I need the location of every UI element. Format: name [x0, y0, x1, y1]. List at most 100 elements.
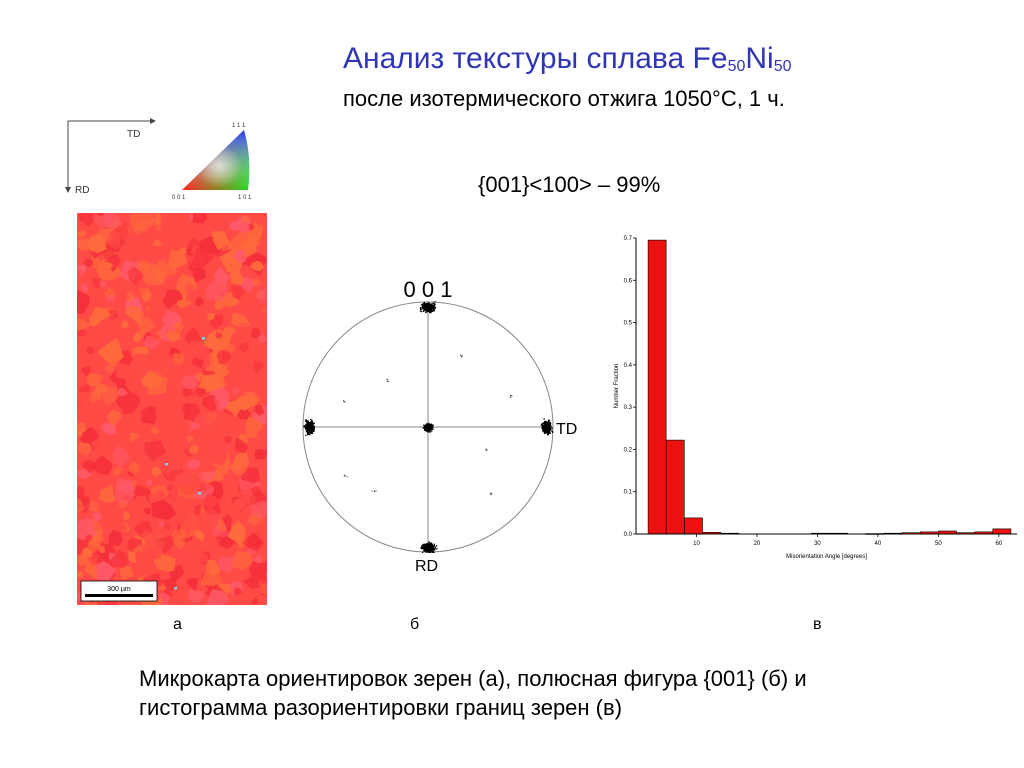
- grain: [116, 387, 128, 396]
- grain: [77, 486, 85, 495]
- grain: [254, 448, 267, 460]
- grain: [205, 277, 227, 302]
- pole-point: [545, 420, 547, 423]
- grain: [231, 387, 240, 396]
- pole-point: [425, 426, 428, 428]
- pole-point: [308, 426, 310, 428]
- grain: [156, 457, 177, 476]
- grain: [180, 225, 192, 239]
- pole-point: [310, 419, 312, 421]
- pole-point: [432, 310, 434, 312]
- pole-point: [426, 302, 428, 305]
- pole-point: [421, 308, 423, 310]
- pole-point: [547, 432, 550, 434]
- pole-point: [427, 306, 429, 309]
- pole-point: [312, 430, 314, 432]
- pole-point: [311, 429, 313, 432]
- grain: [82, 547, 93, 559]
- grain: [149, 332, 161, 342]
- grain: [77, 498, 85, 515]
- pole-point: [309, 426, 311, 429]
- grain: [199, 535, 221, 554]
- pole-point: [421, 546, 423, 548]
- grain: [96, 560, 117, 581]
- histogram-x-tick-label: 40: [875, 541, 882, 547]
- grain: [78, 213, 97, 227]
- grain: [105, 232, 122, 250]
- pole-point: [433, 545, 435, 547]
- pole-point: [430, 544, 432, 546]
- grain: [251, 520, 267, 539]
- pole-point-minor: [371, 490, 373, 492]
- grain: [93, 383, 109, 396]
- grain: [239, 342, 250, 352]
- grain: [205, 589, 230, 605]
- pole-point: [423, 424, 425, 426]
- grain: [77, 269, 82, 280]
- pole-point: [426, 549, 429, 552]
- grain: [145, 245, 161, 264]
- pole-point: [428, 428, 431, 430]
- pole-point: [429, 550, 432, 552]
- pole-point: [548, 429, 550, 431]
- pole-point: [425, 305, 427, 307]
- pole-point: [547, 434, 549, 436]
- grain: [143, 262, 166, 286]
- pole-point: [547, 419, 550, 421]
- pole-point: [307, 422, 309, 424]
- pole-point: [429, 310, 431, 312]
- grain: [96, 213, 105, 217]
- pole-point: [428, 304, 431, 306]
- pole-point: [549, 429, 551, 431]
- grain: [203, 373, 229, 393]
- histogram-y-tick-label: 0.7: [624, 236, 633, 242]
- pole-point: [429, 311, 431, 314]
- grain: [159, 361, 177, 381]
- pole-point: [428, 423, 430, 425]
- pole-point: [549, 424, 551, 426]
- pole-point: [542, 422, 544, 425]
- texture-component-label: {001}<100> – 99%: [478, 172, 661, 197]
- pole-point: [427, 425, 429, 427]
- grain-layer: [77, 213, 267, 605]
- grain: [248, 560, 267, 580]
- grain: [238, 322, 248, 330]
- caption-line-2: гистограмма разориентировки границ зерен…: [139, 695, 623, 720]
- histogram-y-tick-label: 0.0: [624, 532, 633, 538]
- grain: [231, 284, 246, 300]
- pole-point: [424, 303, 427, 305]
- histogram-x-label: Misorientation Angle [degrees]: [786, 554, 867, 560]
- grain: [195, 508, 219, 531]
- grain: [192, 213, 208, 224]
- grain: [182, 388, 194, 398]
- pole-point: [543, 422, 546, 424]
- pole-point: [543, 418, 545, 420]
- pole-point: [311, 432, 313, 434]
- pole-point: [543, 430, 546, 432]
- pole-point: [305, 434, 307, 436]
- pole-point: [545, 430, 547, 432]
- axis-td-label: TD: [127, 129, 140, 140]
- grain: [91, 436, 104, 451]
- pole-point: [546, 422, 548, 424]
- grain: [128, 461, 140, 476]
- pole-point: [544, 432, 546, 435]
- misorientation-histogram: 0.0 0.1 0.2 0.3 0.4 0.5 0.6 0.7 10 20 30 40 50 60 Mis…: [614, 236, 1017, 560]
- pole-point: [423, 543, 425, 545]
- grain: [251, 596, 259, 605]
- pole-point: [549, 431, 551, 433]
- grain: [89, 392, 103, 404]
- grain: [205, 559, 221, 577]
- pole-point: [541, 427, 543, 429]
- histogram-y-tick-label: 0.1: [624, 490, 633, 496]
- pole-point: [550, 423, 552, 425]
- histogram-x-tick-label: 10: [693, 541, 700, 547]
- pole-point: [425, 550, 427, 552]
- grain: [249, 260, 265, 272]
- pole-point: [313, 428, 315, 430]
- pole-point: [431, 310, 433, 312]
- pole-point: [547, 429, 549, 431]
- pole-point: [426, 307, 428, 310]
- grain: [127, 266, 143, 287]
- pole-point: [420, 304, 423, 306]
